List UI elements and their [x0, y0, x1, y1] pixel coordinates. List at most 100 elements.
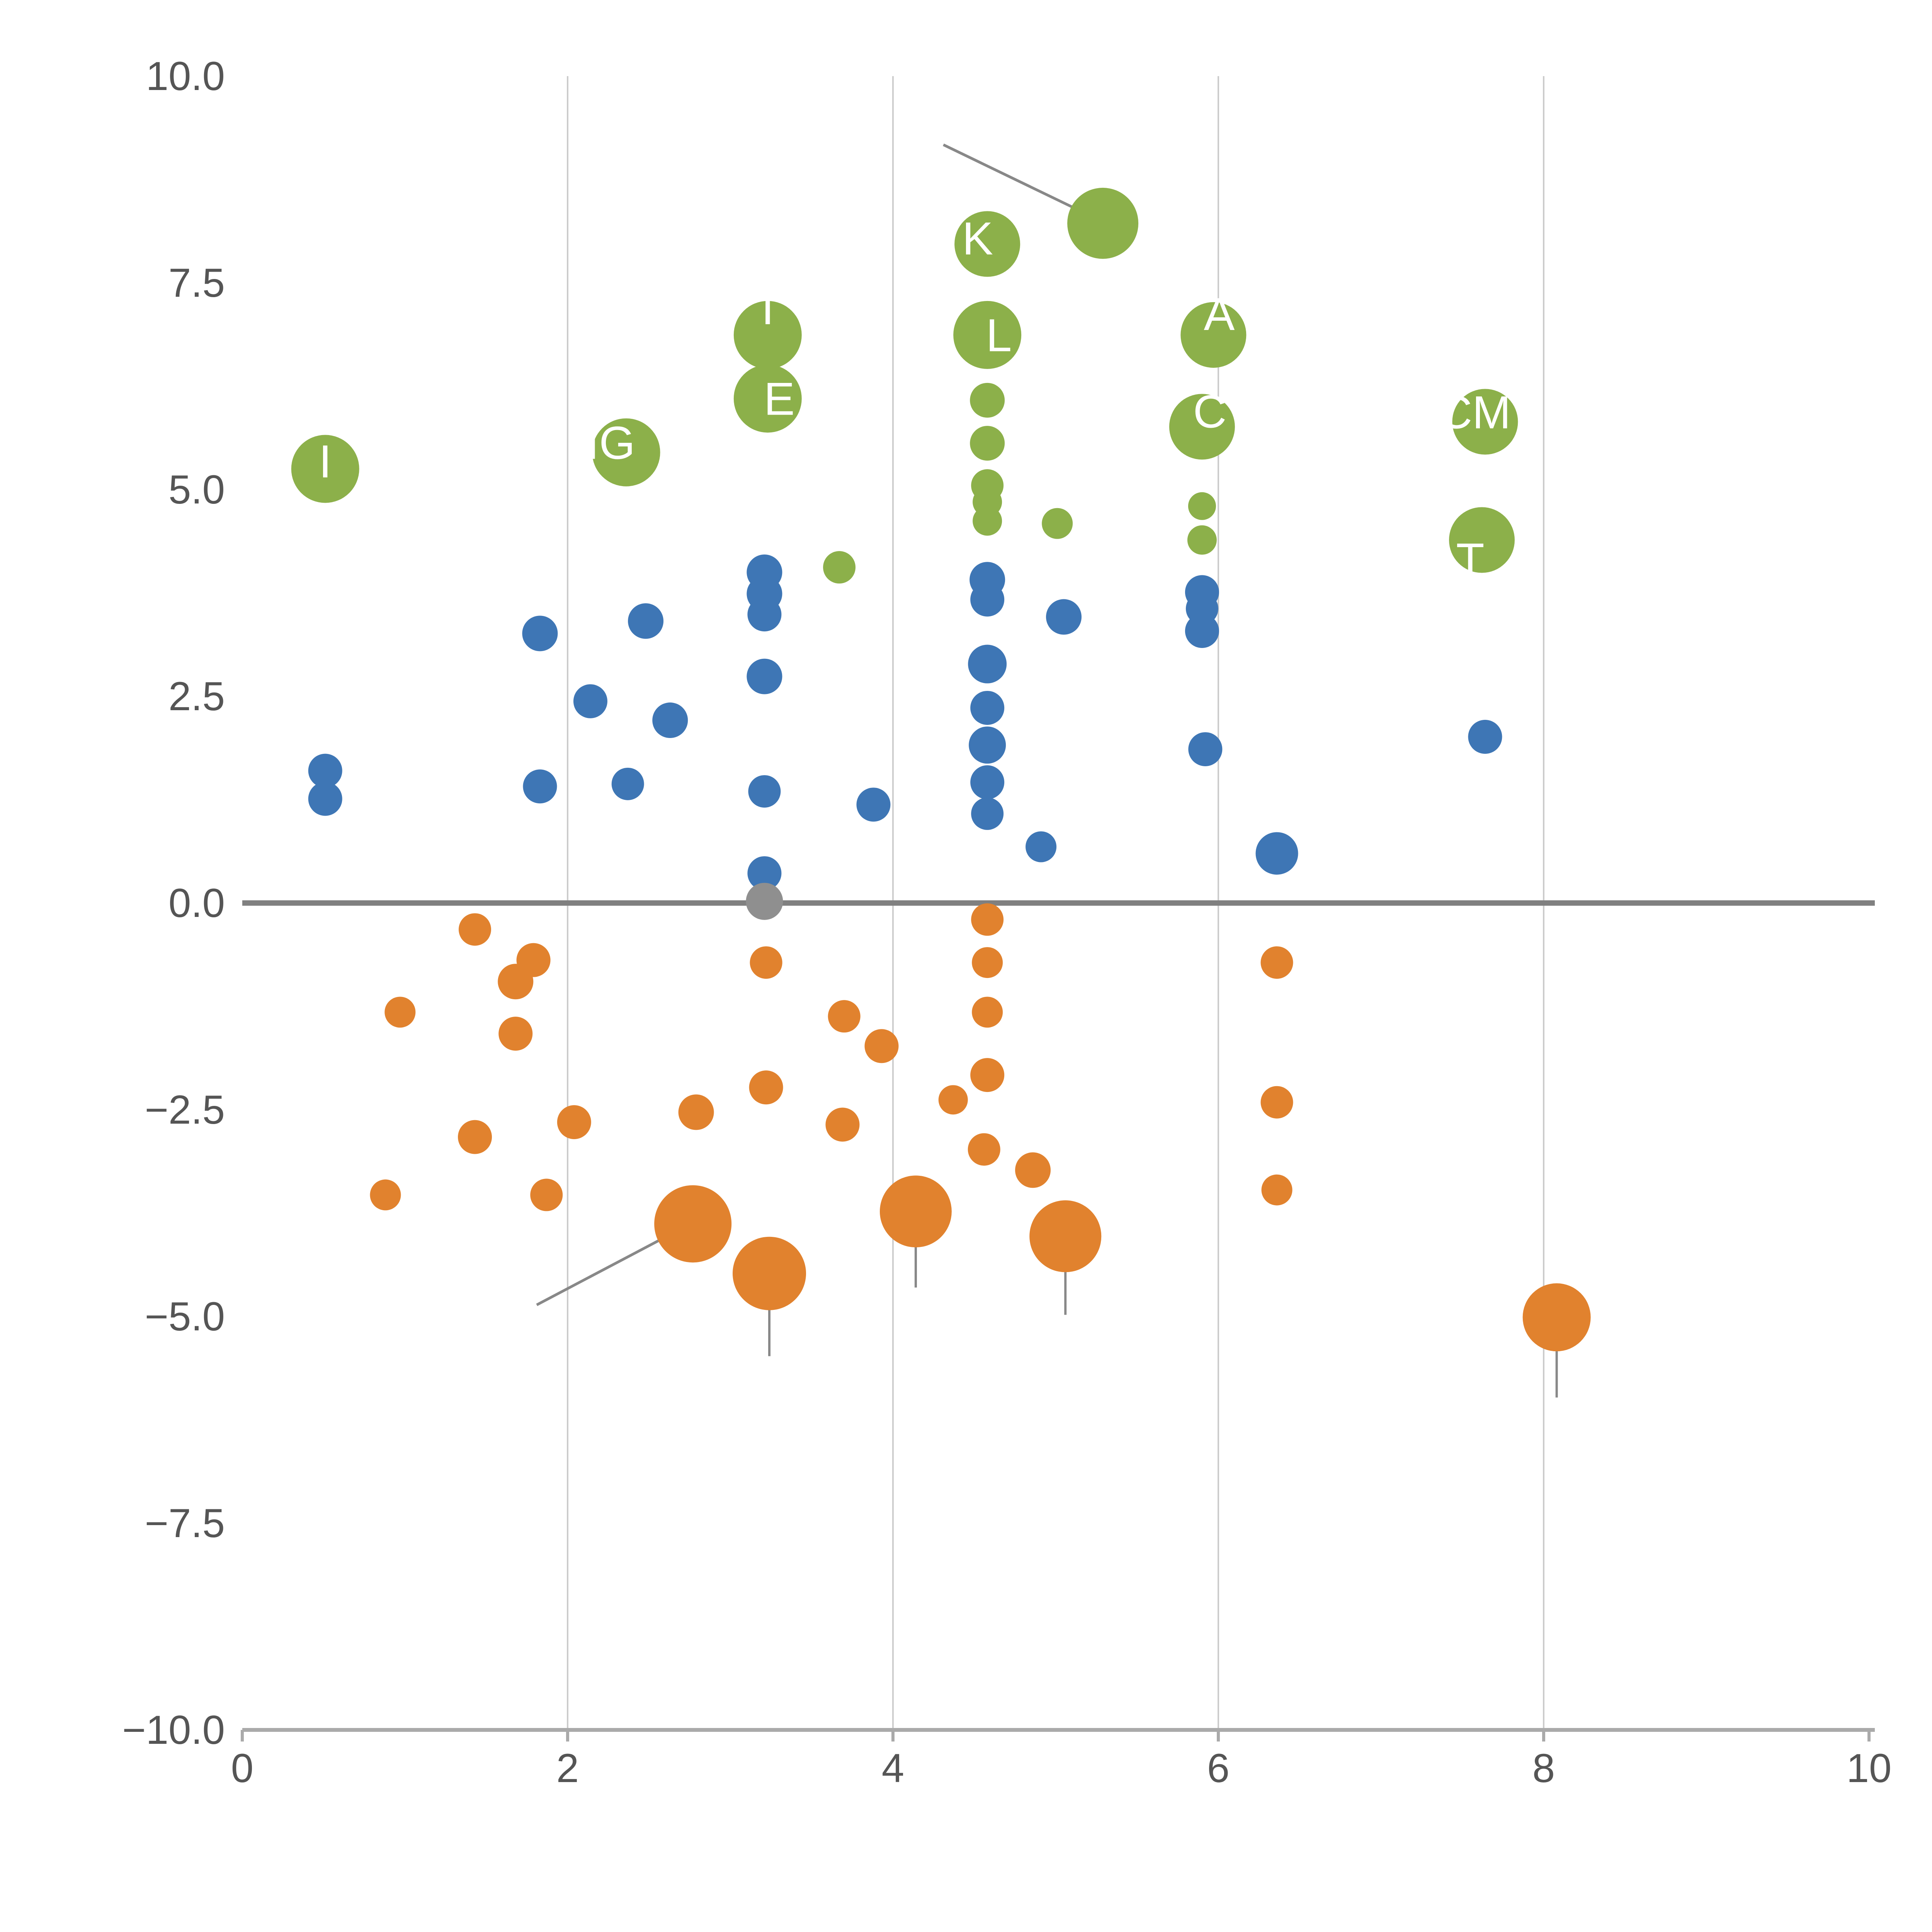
orange-group-data-point [498, 964, 534, 1000]
blue-group-data-point [1046, 599, 1082, 635]
orange-group-data-point [1029, 1200, 1102, 1272]
green-group-data-point [733, 301, 802, 369]
bubble-label: A [1204, 288, 1235, 340]
orange-group-data-point [370, 1179, 401, 1211]
blue-group-data-point [747, 597, 782, 632]
leader-line-0 [942, 143, 1076, 210]
green-group-data-point [733, 364, 802, 433]
orange-group-data-point [828, 1000, 861, 1033]
y-tick-label: −10.0 [122, 1708, 225, 1753]
orange-group-data-point [825, 1107, 860, 1142]
blue-group-data-point [747, 856, 782, 890]
green-group-data-point [1187, 525, 1217, 555]
blue-group-data-point [856, 787, 891, 822]
bubble-label: I [761, 282, 774, 334]
blue-group-data-point [308, 753, 342, 788]
bubble-label: T [1456, 534, 1484, 586]
orange-group-data-point [458, 1120, 492, 1154]
bubble-label: IG [586, 417, 635, 469]
green-group-data-point [973, 506, 1002, 536]
green-group-data-point [1452, 389, 1518, 455]
green-group-data-point [1067, 187, 1139, 259]
orange-group-data-point [557, 1105, 591, 1139]
orange-group-data-point [459, 913, 492, 946]
y-tick-label: 2.5 [168, 674, 225, 719]
x-tick-label: 4 [882, 1746, 904, 1791]
orange-group-data-point [1260, 946, 1293, 979]
y-tick-label: 7.5 [168, 260, 225, 306]
green-group-data-point [970, 426, 1005, 461]
y-tick-label: 10.0 [146, 54, 225, 99]
green-group-data-point [592, 418, 660, 486]
x-tick-label: 6 [1207, 1746, 1230, 1791]
blue-group-data-point [522, 616, 558, 651]
blue-group-data-point [1188, 732, 1223, 766]
green-group-data-point [1042, 508, 1073, 539]
bubble-label: K [962, 213, 993, 264]
blue-group-data-point [971, 797, 1004, 830]
blue-group-data-point [970, 690, 1005, 725]
y-tick-label: −2.5 [145, 1087, 225, 1133]
blue-group-data-point [573, 684, 607, 718]
orange-group-data-point [530, 1179, 563, 1211]
x-tick-label: 10 [1847, 1746, 1892, 1791]
blue-group-data-point [611, 767, 644, 800]
blue-group-data-point [747, 658, 782, 694]
green-group-data-point [954, 211, 1020, 277]
orange-group-data-point [968, 1133, 1000, 1166]
blue-group-data-point [970, 582, 1005, 617]
orange-group-data-point [972, 997, 1003, 1028]
orange-group-data-point [879, 1175, 952, 1248]
blue-group-data-point [652, 702, 688, 738]
green-group-data-point [1449, 507, 1515, 573]
orange-group-data-point [864, 1029, 899, 1063]
green-group-data-point [1180, 302, 1247, 368]
green-group-data-point [291, 435, 359, 503]
x-tick-label: 2 [556, 1746, 579, 1791]
x-tick-label: 8 [1532, 1746, 1555, 1791]
blue-group-data-point [969, 726, 1006, 764]
blue-group-data-point [968, 645, 1007, 684]
bubble-label: CMT [1439, 387, 1539, 439]
blue-group-data-point [523, 769, 557, 804]
orange-group-data-point [972, 947, 1003, 978]
orange-group-data-point [654, 1185, 732, 1263]
green-group-data-point [1188, 492, 1216, 520]
orange-group-data-point [750, 946, 782, 979]
blue-group-data-point [1468, 719, 1502, 754]
orange-group-data-point [938, 1085, 968, 1115]
orange-group-data-point [970, 1058, 1005, 1092]
orange-group-data-point [733, 1236, 806, 1310]
bubble-label: I [319, 436, 332, 488]
y-tick-label: 5.0 [168, 467, 225, 512]
bubble-label: E [764, 373, 795, 425]
blue-group-data-point [308, 782, 342, 816]
green-group-data-point [970, 383, 1005, 418]
orange-group-data-point [498, 1017, 533, 1051]
blue-group-data-point [628, 603, 664, 639]
bubble-label: L [986, 310, 1012, 361]
orange-group-data-point [749, 1070, 783, 1105]
y-tick-label: −7.5 [145, 1501, 225, 1546]
orange-group-data-point [1261, 1174, 1293, 1206]
orange-group-data-point [1260, 1086, 1293, 1119]
y-tick-label: 0.0 [168, 881, 225, 926]
x-tick-label: 0 [231, 1746, 253, 1791]
blue-group-data-point [1026, 831, 1057, 862]
bubble-label: C [1193, 386, 1227, 437]
green-group-data-point [953, 301, 1022, 369]
green-group-data-point [823, 551, 856, 584]
gray-group-data-point [746, 883, 783, 920]
leader-line-1 [536, 1234, 669, 1306]
blue-group-data-point [748, 775, 781, 808]
orange-group-data-point [384, 997, 416, 1028]
orange-group-data-point [1015, 1152, 1051, 1188]
blue-group-data-point [1255, 832, 1298, 875]
orange-group-data-point [1522, 1283, 1591, 1352]
blue-group-data-point [1185, 614, 1219, 648]
blue-group-data-point [970, 765, 1005, 799]
orange-group-data-point [971, 903, 1004, 936]
green-group-data-point [1169, 394, 1235, 460]
